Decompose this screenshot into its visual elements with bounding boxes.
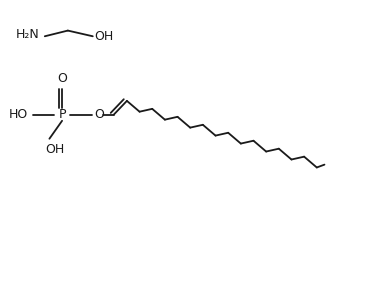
Text: O: O [95, 108, 105, 121]
Text: HO: HO [8, 108, 28, 121]
Text: P: P [58, 108, 66, 121]
Text: H₂N: H₂N [16, 28, 40, 41]
Text: OH: OH [95, 30, 114, 43]
Text: OH: OH [45, 143, 64, 156]
Text: O: O [57, 72, 67, 85]
